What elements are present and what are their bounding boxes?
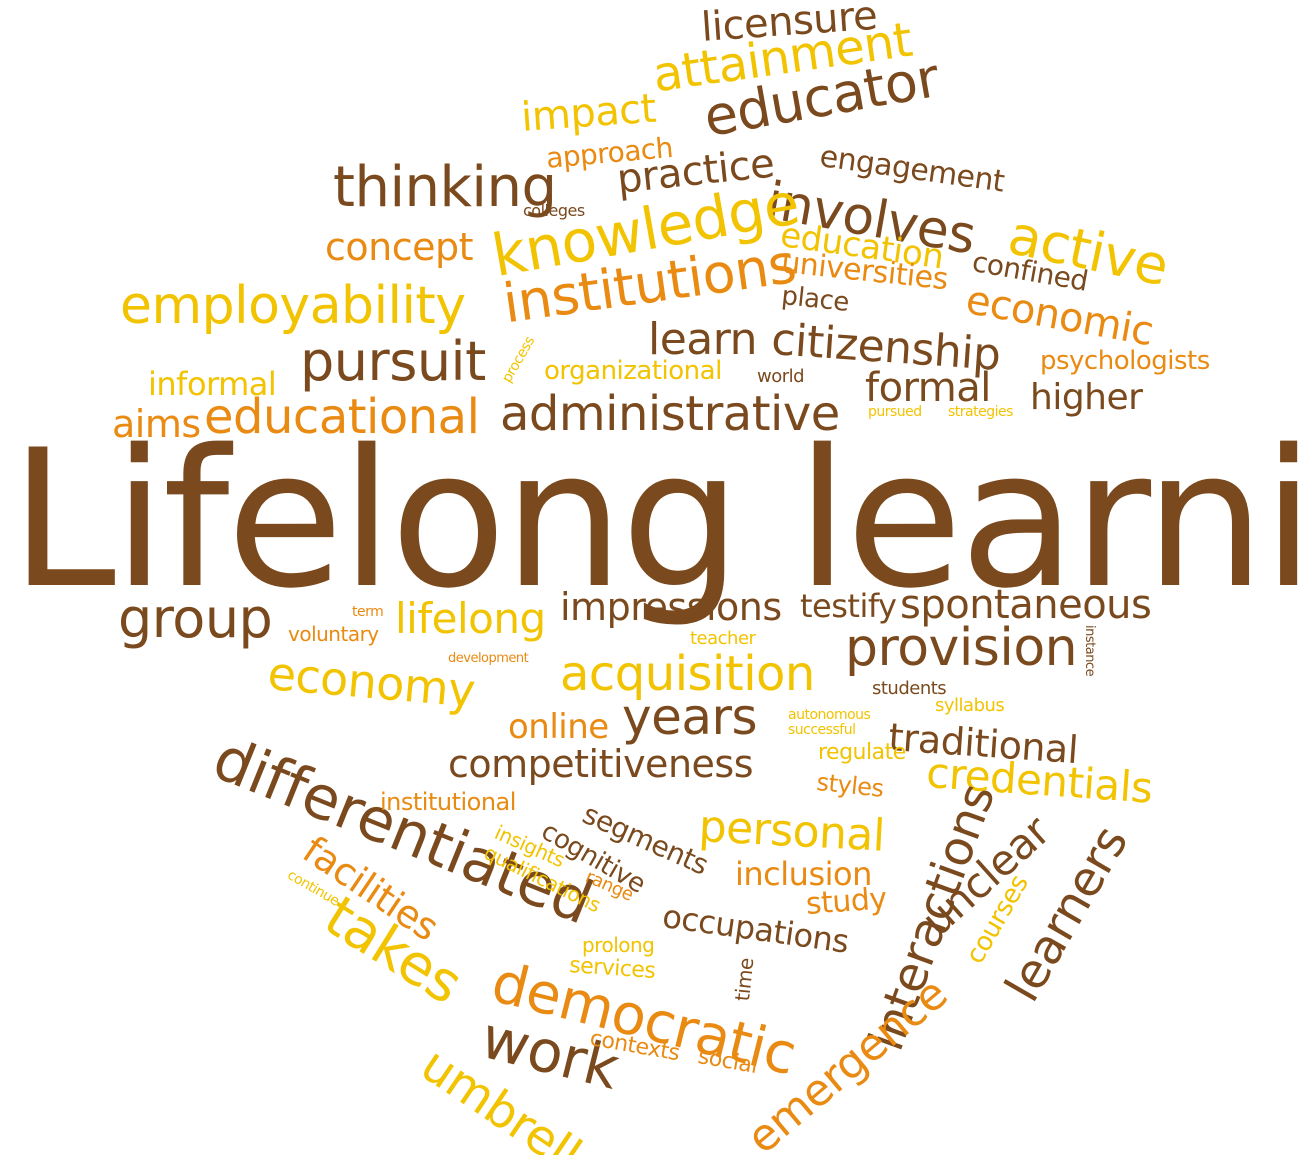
word-colleges: colleges xyxy=(523,201,585,220)
word-successful: successful xyxy=(788,722,856,738)
word-higher: higher xyxy=(1030,377,1143,418)
word-impressions: impressions xyxy=(560,585,782,629)
word-world: world xyxy=(757,366,805,387)
word-time: time xyxy=(730,956,759,1003)
word-study: study xyxy=(804,881,888,922)
word-years: years xyxy=(622,688,758,746)
word-personal: personal xyxy=(697,801,886,862)
word-term: term xyxy=(352,604,384,620)
word-provision: provision xyxy=(845,618,1078,678)
word-regulate: regulate xyxy=(818,740,906,765)
word-instance: instance xyxy=(1082,625,1097,677)
word-syllabus: syllabus xyxy=(935,695,1005,716)
word-inclusion: inclusion xyxy=(735,855,872,893)
word-process: process xyxy=(499,333,539,386)
word-place: place xyxy=(780,281,851,318)
word-prolong: prolong xyxy=(582,933,655,957)
main-title: Lifelong learning xyxy=(10,409,1300,630)
word-voluntary: voluntary xyxy=(288,622,379,646)
word-organizational: organizational xyxy=(544,356,722,386)
word-development: development xyxy=(448,651,529,666)
word-impact: impact xyxy=(519,85,658,141)
word-aims: aims xyxy=(112,402,201,446)
word-institutional: institutional xyxy=(380,788,516,816)
word-formal: formal xyxy=(865,365,991,411)
word-concept: concept xyxy=(325,225,474,269)
word-teacher: teacher xyxy=(690,628,756,649)
word-thinking: thinking xyxy=(333,155,557,220)
word-online: online xyxy=(508,707,609,747)
word-testify: testify xyxy=(800,587,897,625)
word-group: group xyxy=(118,587,273,650)
word-educational: educational xyxy=(204,389,480,445)
word-pursued: pursued xyxy=(868,404,922,420)
word-strategies: strategies xyxy=(948,404,1013,420)
word-lifelong: lifelong xyxy=(395,594,546,643)
word-psychologists: psychologists xyxy=(1040,346,1210,376)
word-competitiveness: competitiveness xyxy=(448,742,754,786)
word-informal: informal xyxy=(148,365,277,403)
word-acquisition: acquisition xyxy=(560,646,815,702)
word-spontaneous: spontaneous xyxy=(900,582,1152,628)
word-autonomous: autonomous xyxy=(788,707,871,723)
word-pursuit: pursuit xyxy=(300,330,486,393)
word-learn: learn xyxy=(648,314,757,365)
word-employability: employability xyxy=(120,276,466,336)
word-styles: styles xyxy=(815,768,885,803)
word-economy: economy xyxy=(265,646,478,718)
word-administrative: administrative xyxy=(500,386,840,442)
word-students: students xyxy=(872,678,947,699)
